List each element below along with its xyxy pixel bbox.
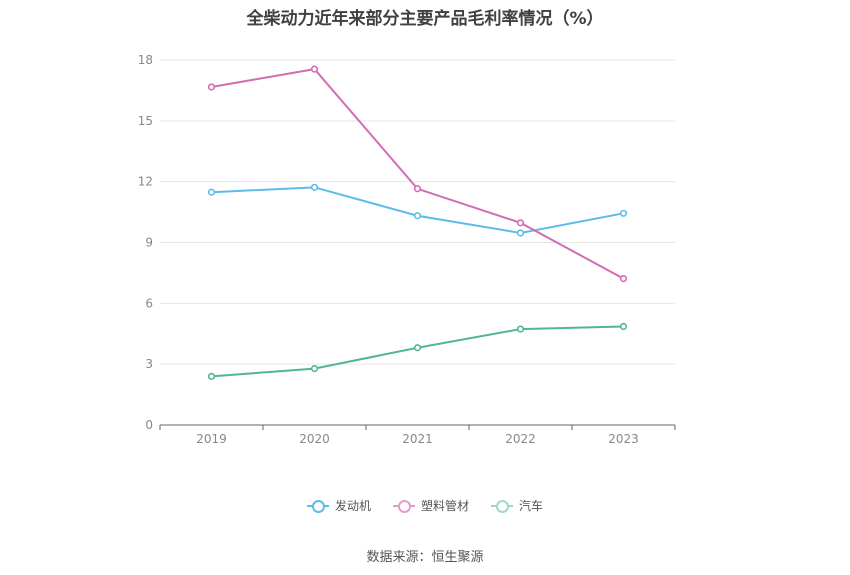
y-tick-label: 3 xyxy=(145,357,153,371)
data-point-s1-2022[interactable] xyxy=(516,219,525,227)
data-point-s1-2023[interactable] xyxy=(619,274,628,283)
data-point-s0-2022[interactable] xyxy=(516,229,525,237)
data-source: 数据来源：恒生聚源 xyxy=(366,550,484,565)
y-tick-label: 18 xyxy=(138,53,153,67)
y-tick-label: 6 xyxy=(145,296,153,310)
legend-marker-series-2 xyxy=(491,499,513,513)
chart-title: 全柴动力近年来部分主要产品毛利率情况（%） xyxy=(246,9,604,29)
data-point-s0-2021[interactable] xyxy=(413,212,422,220)
x-tick-label-2020: 2020 xyxy=(299,432,330,446)
data-point-s2-2019[interactable] xyxy=(207,372,216,380)
legend-label-series-0: 发动机 xyxy=(334,499,371,513)
data-point-s0-2019[interactable] xyxy=(207,188,216,196)
legend-item-series-1[interactable]: 塑料管材 xyxy=(392,497,469,514)
y-tick-label: 15 xyxy=(138,114,153,128)
data-point-s1-2019[interactable] xyxy=(207,83,216,91)
series-line-2 xyxy=(211,325,624,378)
data-point-s0-2023[interactable] xyxy=(619,209,628,217)
y-tick-label: 0 xyxy=(145,418,153,432)
legend-label-series-2: 汽车 xyxy=(519,499,544,513)
legend-marker-series-0 xyxy=(306,499,329,513)
data-point-s2-2021[interactable] xyxy=(413,344,422,352)
legend: 发动机 塑料管材 汽车 xyxy=(0,497,850,514)
x-tick-label-2022: 2022 xyxy=(505,432,536,446)
legend-marker-series-1 xyxy=(392,499,415,513)
y-tick-label: 12 xyxy=(138,175,153,189)
x-tick-label-2019: 2019 xyxy=(196,432,227,446)
x-tick-label-2023: 2023 xyxy=(608,432,639,446)
x-tick-label-2021: 2021 xyxy=(402,432,433,446)
series-line-1 xyxy=(211,68,624,280)
data-point-s2-2023[interactable] xyxy=(619,322,628,331)
legend-item-series-0[interactable]: 发动机 xyxy=(306,497,371,514)
data-point-s1-2021[interactable] xyxy=(413,185,422,193)
data-point-s0-2020[interactable] xyxy=(310,183,319,191)
data-point-s1-2020[interactable] xyxy=(310,65,319,73)
data-point-s2-2020[interactable] xyxy=(310,365,319,373)
series-line-0 xyxy=(211,186,624,234)
legend-label-series-1: 塑料管材 xyxy=(420,499,469,513)
data-point-s2-2022[interactable] xyxy=(516,325,525,333)
legend-item-series-2[interactable]: 汽车 xyxy=(491,497,543,514)
y-tick-label: 9 xyxy=(145,236,153,250)
